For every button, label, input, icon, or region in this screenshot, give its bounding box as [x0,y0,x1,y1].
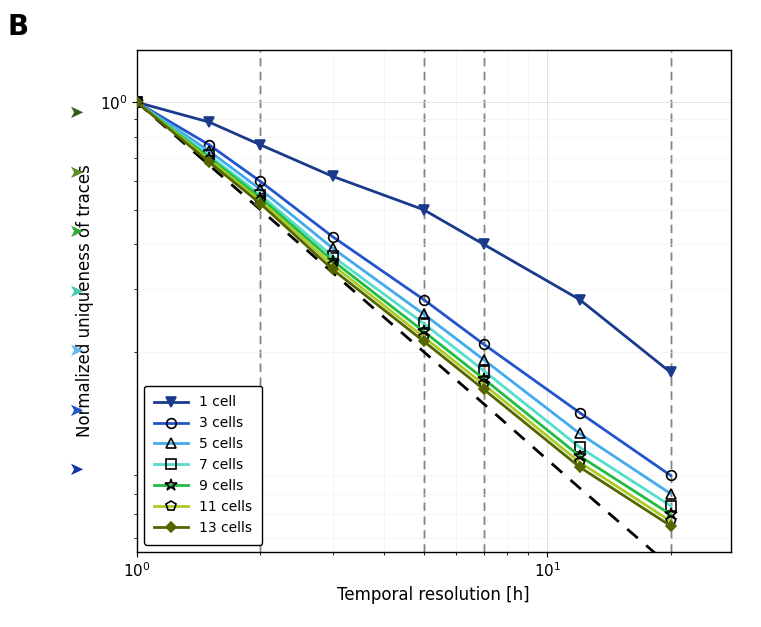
1 cell [666,369,675,376]
13 cells [479,386,488,393]
1 cell [205,119,214,126]
7 cells [479,367,488,374]
3 cells [256,177,265,185]
13 cells [419,337,428,345]
5 cells [479,356,488,364]
3 cells [419,296,428,303]
9 cells [666,510,675,518]
7 cells [256,191,265,199]
9 cells [328,257,337,265]
Text: ➤: ➤ [68,461,84,479]
13 cells [205,158,214,166]
11 cells [419,333,428,340]
9 cells [256,194,265,201]
13 cells [328,266,337,273]
13 cells [575,463,584,471]
3 cells [479,340,488,348]
Text: ➤: ➤ [68,402,84,419]
1 cell [328,172,337,180]
11 cells [132,98,142,106]
1 cell [132,98,142,106]
9 cells [205,154,214,161]
11 cells [479,381,488,388]
5 cells [256,186,265,193]
11 cells [328,261,337,269]
Line: 7 cells: 7 cells [132,97,676,510]
5 cells [328,245,337,252]
9 cells [479,375,488,382]
Y-axis label: Normalized uniqueness of traces: Normalized uniqueness of traces [76,164,94,438]
3 cells [328,233,337,241]
7 cells [575,443,584,451]
Line: 1 cell: 1 cell [132,97,676,377]
7 cells [419,320,428,327]
3 cells [666,472,675,479]
Text: ➤: ➤ [68,283,84,300]
11 cells [256,197,265,204]
Line: 5 cells: 5 cells [132,97,676,498]
Legend: 1 cell, 3 cells, 5 cells, 7 cells, 9 cells, 11 cells, 13 cells: 1 cell, 3 cells, 5 cells, 7 cells, 9 cel… [144,386,263,545]
Text: ➤: ➤ [68,342,84,360]
Line: 13 cells: 13 cells [133,99,674,529]
Line: 3 cells: 3 cells [132,97,676,480]
5 cells [575,429,584,437]
7 cells [132,98,142,106]
Text: ➤: ➤ [68,164,84,181]
5 cells [132,98,142,106]
11 cells [666,517,675,525]
5 cells [666,490,675,497]
Line: 11 cells: 11 cells [132,97,676,526]
9 cells [132,98,142,106]
1 cell [479,241,488,248]
5 cells [419,310,428,318]
13 cells [666,522,675,530]
Text: B: B [8,13,29,41]
13 cells [132,98,142,106]
3 cells [205,141,214,149]
Text: ➤: ➤ [68,223,84,241]
1 cell [419,206,428,213]
11 cells [205,156,214,164]
1 cell [575,296,584,303]
1 cell [256,141,265,149]
9 cells [575,452,584,460]
9 cells [419,328,428,335]
3 cells [575,409,584,416]
X-axis label: Temporal resolution [h]: Temporal resolution [h] [337,586,530,604]
7 cells [666,502,675,510]
Line: 9 cells: 9 cells [131,96,677,520]
7 cells [328,253,337,260]
13 cells [256,200,265,208]
5 cells [205,147,214,155]
11 cells [575,458,584,466]
Text: ➤: ➤ [68,104,84,122]
3 cells [132,98,142,106]
7 cells [205,152,214,159]
